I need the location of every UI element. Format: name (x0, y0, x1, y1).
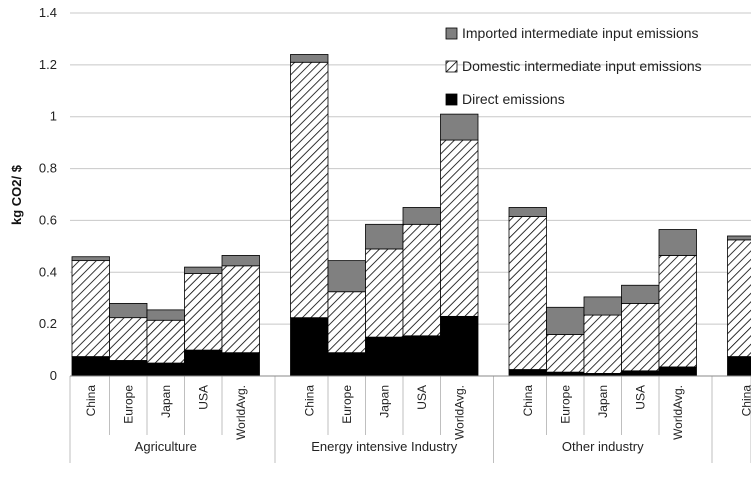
bar-segment-imported-intermediate-input-emissions (440, 113, 479, 141)
y-axis-label: kg CO2/ $ (9, 164, 24, 225)
bar-segment-imported-intermediate-input-emissions (546, 306, 585, 335)
y-tick-label: 0.4 (39, 264, 57, 279)
bar-segment-domestic-intermediate-input-emissions (146, 319, 185, 364)
x-tick-label: WorldAvg. (452, 385, 466, 440)
legend-swatch (445, 27, 458, 40)
bar-segment-imported-intermediate-input-emissions (109, 302, 148, 319)
x-tick-label: China (521, 385, 535, 417)
bar-segment-imported-intermediate-input-emissions (290, 54, 329, 63)
bar-segment-domestic-intermediate-input-emissions (621, 302, 660, 372)
x-tick-label: China (84, 385, 98, 417)
bar-segment-domestic-intermediate-input-emissions (440, 139, 479, 317)
x-tick-label: WorldAvg. (671, 385, 685, 440)
legend-label: Domestic intermediate input emissions (462, 58, 702, 74)
group-label: Energy intensive Industry (311, 439, 457, 454)
bar-segment-direct-emissions (658, 366, 697, 377)
x-tick-label: USA (196, 385, 210, 410)
y-tick-label: 0.6 (39, 212, 57, 227)
bar-segment-domestic-intermediate-input-emissions (184, 273, 223, 351)
bar-segment-direct-emissions (402, 335, 441, 377)
x-tick-label: Europe (121, 385, 135, 424)
x-tick-label: Japan (596, 385, 610, 418)
y-tick-label: 0.2 (39, 316, 57, 331)
bar-segment-domestic-intermediate-input-emissions (290, 61, 329, 319)
group-label: Agriculture (135, 439, 197, 454)
bar-segment-domestic-intermediate-input-emissions (327, 291, 366, 354)
legend-swatch (445, 60, 458, 73)
x-tick-label: Japan (159, 385, 173, 418)
legend-label: Imported intermediate input emissions (462, 25, 699, 41)
y-tick-label: 0.8 (39, 161, 57, 176)
x-axis: China Europe Japan USA WorldAvg. Agriculture C… (69, 375, 751, 463)
bar-segment-direct-emissions (727, 356, 751, 377)
bar-segment-domestic-intermediate-input-emissions (546, 334, 585, 373)
x-tick-label: Europe (558, 385, 572, 424)
bar-segment-direct-emissions (109, 360, 148, 377)
bar-segment-imported-intermediate-input-emissions (146, 309, 185, 321)
bar-segment-domestic-intermediate-input-emissions (109, 317, 148, 361)
bar-segment-imported-intermediate-input-emissions (327, 260, 366, 293)
x-tick-label: China (739, 385, 751, 417)
bar-segment-direct-emissions (508, 369, 547, 377)
bar-segment-direct-emissions (621, 370, 660, 377)
legend-swatch (445, 93, 458, 106)
x-tick-label: USA (633, 385, 647, 410)
bar-segment-domestic-intermediate-input-emissions (658, 255, 697, 368)
y-tick-label: 1.4 (39, 5, 57, 20)
group-label: Other industry (562, 439, 644, 454)
bar-segment-imported-intermediate-input-emissions (658, 229, 697, 256)
bar-segment-direct-emissions (184, 349, 223, 377)
bar-segment-domestic-intermediate-input-emissions (365, 248, 404, 338)
bar-segment-direct-emissions (221, 352, 260, 377)
y-axis: 0 0.2 0.4 0.6 0.8 1 1.2 1.4 (39, 5, 57, 383)
x-tick-label: USA (415, 385, 429, 410)
bars (71, 54, 751, 377)
bar-segment-imported-intermediate-input-emissions (71, 256, 110, 262)
legend: Imported intermediate input emissions Dom… (445, 25, 702, 107)
bar-segment-direct-emissions (290, 317, 329, 377)
y-tick-label: 1.2 (39, 57, 57, 72)
bar-segment-imported-intermediate-input-emissions (221, 255, 260, 267)
bar-segment-domestic-intermediate-input-emissions (727, 239, 751, 357)
bar-segment-direct-emissions (146, 362, 185, 377)
bar-segment-direct-emissions (71, 356, 110, 377)
bar-segment-imported-intermediate-input-emissions (365, 223, 404, 250)
x-tick-label: Japan (377, 385, 391, 418)
bar-segment-imported-intermediate-input-emissions (727, 235, 751, 241)
bar-segment-direct-emissions (365, 336, 404, 377)
bar-segment-imported-intermediate-input-emissions (184, 266, 223, 274)
bar-segment-domestic-intermediate-input-emissions (402, 223, 441, 337)
bar-segment-direct-emissions (546, 371, 585, 377)
x-tick-label: Europe (340, 385, 354, 424)
legend-label: Direct emissions (462, 91, 565, 107)
x-tick-label: China (302, 385, 316, 417)
bar-segment-imported-intermediate-input-emissions (621, 284, 660, 304)
bar-segment-domestic-intermediate-input-emissions (71, 260, 110, 357)
bar-segment-domestic-intermediate-input-emissions (221, 265, 260, 354)
bar-segment-domestic-intermediate-input-emissions (583, 314, 622, 374)
y-tick-label: 1 (50, 109, 57, 124)
y-tick-label: 0 (50, 368, 57, 383)
bar-segment-direct-emissions (327, 352, 366, 377)
bar-segment-imported-intermediate-input-emissions (508, 207, 547, 217)
bar-segment-domestic-intermediate-input-emissions (508, 216, 547, 370)
bar-segment-imported-intermediate-input-emissions (402, 207, 441, 225)
x-tick-label: WorldAvg. (234, 385, 248, 440)
bar-segment-direct-emissions (440, 315, 479, 377)
bar-segment-imported-intermediate-input-emissions (583, 296, 622, 316)
